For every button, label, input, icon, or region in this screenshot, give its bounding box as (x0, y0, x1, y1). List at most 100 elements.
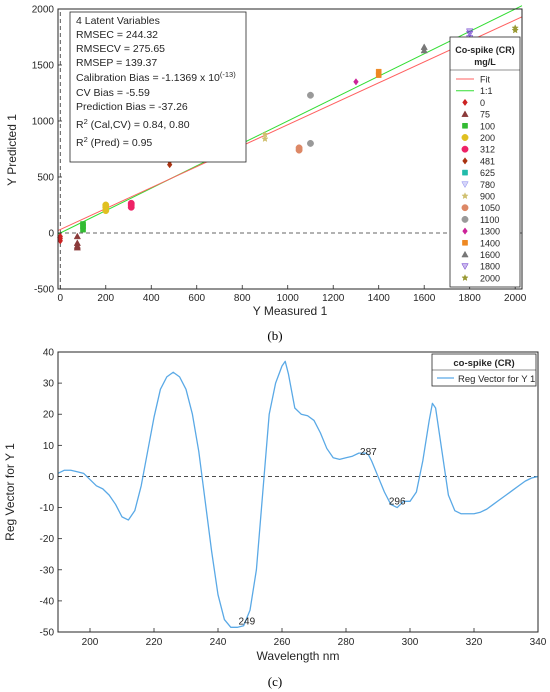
panel-b-reference-lines (57, 5, 523, 289)
b-point-1600 (420, 46, 428, 54)
b-legend-marker-312 (461, 145, 469, 153)
b-legend-marker-481 (462, 157, 468, 165)
b-point-1600 (420, 43, 428, 50)
c-ytick-label: -20 (40, 534, 55, 545)
b-point-1100 (307, 140, 314, 147)
b-legend-label-625: 625 (480, 168, 495, 178)
c-xtick-label: 220 (146, 637, 163, 648)
b-xtick-label: 800 (234, 293, 251, 304)
b-legend-marker-1300 (462, 227, 468, 235)
b-ytick-label: 1500 (32, 61, 55, 72)
b-xtick-label: 2000 (504, 293, 527, 304)
stats-rmsep: RMSEP = 139.37 (76, 57, 157, 69)
b-point-1800 (466, 28, 474, 36)
b-ytick-label: 0 (48, 229, 54, 240)
b-legend-label-1050: 1050 (480, 203, 500, 213)
b-point-2000 (511, 24, 519, 32)
panel-b-points (57, 24, 519, 251)
c-ytick-label: 30 (43, 379, 55, 390)
c-ytick-label: -40 (40, 596, 55, 607)
stats-calibration-bias-main: Calibration Bias = -1.1369 x 10 (76, 72, 220, 84)
b-legend-label-481: 481 (480, 156, 495, 166)
b-point-75 (73, 243, 81, 251)
b-point-900 (261, 130, 269, 138)
stats-r2-pred-value: (Pred) = 0.95 (88, 137, 153, 149)
b-point-100 (80, 221, 86, 227)
b-legend-marker-780 (461, 181, 469, 189)
b-xtick-label: 1200 (322, 293, 345, 304)
panel-c-annotations: 287 296 249 (238, 447, 406, 628)
b-point-75 (73, 232, 81, 240)
panel-c-x-ticks: 200 220 240 260 280 300 320 340 (82, 628, 547, 648)
panel-b-stats-box: 4 Latent Variables RMSEC = 244.32 RMSECV… (69, 11, 247, 163)
b-xtick-label: 1000 (277, 293, 300, 304)
b-xtick-label: 400 (143, 293, 160, 304)
stats-rmsecv: RMSECV = 275.65 (76, 43, 165, 55)
panel-c-legend-label: Reg Vector for Y 1 (458, 374, 535, 385)
panel-c-legend: co-spike (CR) Reg Vector for Y 1 (431, 353, 537, 387)
stats-calibration-bias: Calibration Bias = -1.1369 x 10(-13) (76, 70, 236, 84)
b-legend-marker-0 (462, 98, 468, 107)
c-ytick-label: -50 (40, 628, 55, 639)
panel-c-series (57, 360, 539, 628)
stats-r2-pred-r: R (76, 137, 84, 149)
b-point-2000 (511, 26, 519, 34)
c-annotation-287: 287 (360, 447, 377, 458)
c-xtick-label: 300 (402, 637, 419, 648)
b-legend-label-75: 75 (480, 110, 490, 120)
panel-b-legend-unit: mg/L (474, 57, 496, 67)
b-xtick-label: 600 (188, 293, 205, 304)
panel-b-x-axis-label: Y Measured 1 (253, 304, 328, 318)
stats-box-frame (69, 11, 247, 163)
panel-c-axes-box (57, 351, 539, 633)
panel-c-y-axis-label: Reg Vector for Y 1 (3, 443, 17, 541)
b-point-1800 (466, 30, 474, 38)
b-ytick-label: -500 (34, 285, 54, 296)
panel-b-axes-box (57, 8, 523, 290)
panel-b-legend-title: Co-spike (CR) (455, 45, 515, 55)
c-xtick-label: 320 (466, 637, 483, 648)
panel-c-legend-title: co-spike (CR) (453, 358, 514, 369)
b-xtick-label: 0 (57, 293, 63, 304)
b-legend-label-900: 900 (480, 192, 495, 202)
b-legend-label-0: 0 (480, 98, 485, 108)
panel-c-plot-area (58, 352, 538, 632)
c-ytick-label: -30 (40, 565, 55, 576)
b-legend-label-1600: 1600 (480, 250, 500, 260)
b-point-900 (261, 135, 269, 143)
c-xtick-label: 240 (210, 637, 227, 648)
c-xtick-label: 200 (82, 637, 99, 648)
b-legend-label-200: 200 (480, 133, 495, 143)
b-legend-marker-1050 (461, 204, 469, 212)
c-annotation-249: 249 (238, 616, 255, 627)
c-ytick-label: 20 (43, 410, 55, 421)
b-point-1050 (295, 144, 303, 152)
stats-r2-cal-cv-sup: 2 (84, 117, 88, 126)
panel-c-x-axis-label: Wavelength nm (257, 649, 340, 663)
panel-c-y-ticks: -50 -40 -30 -20 -10 0 10 20 30 40 (40, 348, 62, 639)
b-ytick-label: 500 (37, 173, 54, 184)
c-ytick-label: 10 (43, 441, 55, 452)
c-ytick-label: 0 (48, 472, 54, 483)
c-series-line (57, 360, 539, 628)
b-fit-line (57, 16, 523, 231)
stats-cv-bias: CV Bias = -5.59 (76, 87, 150, 99)
b-legend-marker-1100 (461, 216, 469, 223)
panel-b-y-ticks: -500 0 500 1000 1500 2000 (32, 5, 62, 296)
b-legend-marker-900 (461, 192, 469, 200)
c-xtick-label: 280 (338, 637, 355, 648)
b-one-to-one-line (57, 5, 523, 235)
b-legend-line-label: 1:1 (480, 86, 493, 96)
b-legend-label-1100: 1100 (480, 215, 499, 225)
b-xtick-label: 200 (97, 293, 114, 304)
panel-b-y-axis-label: Y Predicted 1 (5, 114, 19, 186)
b-legend-marker-2000 (461, 274, 469, 282)
b-legend-label-1400: 1400 (480, 238, 500, 248)
b-legend-marker-200 (461, 134, 469, 141)
stats-prediction-bias: Prediction Bias = -37.26 (76, 101, 188, 113)
b-point-1100 (307, 91, 314, 99)
b-legend-marker-1600 (461, 250, 469, 258)
c-ytick-label: -10 (40, 503, 55, 514)
b-legend-marker-1400 (462, 239, 468, 246)
